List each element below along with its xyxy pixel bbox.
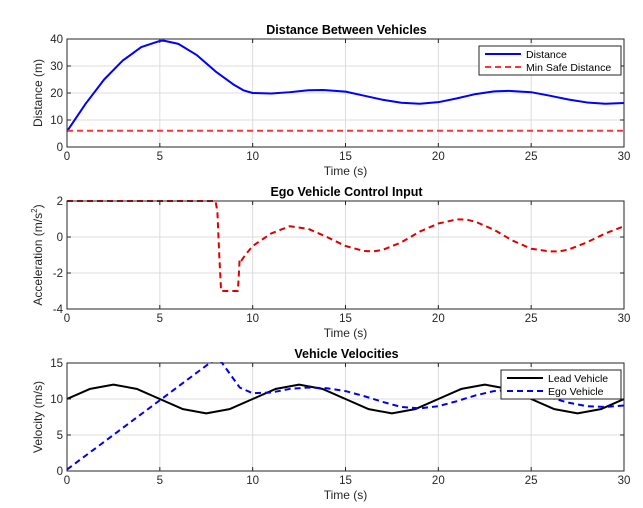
y-tick-label: -2 [53,268,63,280]
series-1 [67,200,624,292]
legend-box [500,369,622,400]
x-tick-label: 30 [618,475,631,487]
y-tick-label: 0 [57,142,63,154]
y-axis-label: Distance (m) [31,59,45,127]
legend-label: Ego Vehicle [548,386,604,398]
chart-title: Distance Between Vehicles [266,23,427,37]
y-axis-label: Velocity (m/s) [31,381,45,453]
chart-1: 0 5 10 15 20 25 30 0 10 20 30 40 Distance Between Ve… [31,23,630,178]
y-tick-label: 0 [57,466,63,478]
y-tick-label: 2 [57,196,63,208]
chart-title: Vehicle Velocities [294,347,398,361]
chart-title: Ego Vehicle Control Input [270,185,423,199]
x-tick-label: 0 [64,313,70,325]
y-tick-label: 30 [50,61,63,73]
series-distance [67,39,624,132]
x-tick-label: 15 [339,151,352,163]
y-axis-label: Acceleration (m/s2) [30,204,45,305]
x-tick-label: 20 [432,313,445,325]
chart-3: 0 5 10 15 20 25 30 0 5 10 15 Vehicle Velocities Time… [31,347,630,502]
legend-box [478,45,622,76]
x-axis-label: Time (s) [324,488,368,502]
y-tick-label: 15 [50,358,63,370]
y-tick-label: -4 [53,304,64,316]
x-axis-label: Time (s) [324,326,368,340]
legend-label: Lead Vehicle [548,373,608,385]
x-tick-label: 10 [246,151,259,163]
x-tick-label: 0 [64,475,70,487]
x-tick-label: 30 [618,313,631,325]
y-tick-label: 5 [57,430,63,442]
x-tick-label: 10 [246,313,259,325]
x-tick-label: 5 [157,151,163,163]
x-tick-label: 25 [525,475,538,487]
y-tick-label: 10 [50,394,63,406]
x-tick-label: 5 [157,475,163,487]
x-tick-label: 15 [339,313,352,325]
x-tick-label: 20 [432,151,445,163]
chart-2: 0 5 10 15 20 25 30 -4 -2 0 2 Ego Vehicle Control In… [30,185,630,340]
x-tick-label: 10 [246,475,259,487]
x-axis-label: Time (s) [324,164,368,178]
x-tick-label: 25 [525,151,538,163]
y-tick-label: 0 [57,232,63,244]
legend-label: Min Safe Distance [526,62,611,74]
x-tick-label: 5 [157,313,163,325]
x-tick-label: 15 [339,475,352,487]
y-tick-label: 20 [50,88,63,100]
x-tick-label: 20 [432,475,445,487]
y-tick-label: 10 [50,115,63,127]
x-tick-label: 25 [525,313,538,325]
x-tick-label: 0 [64,151,70,163]
legend-label: Distance [526,49,567,61]
x-tick-label: 30 [618,151,631,163]
y-tick-label: 40 [50,34,63,46]
